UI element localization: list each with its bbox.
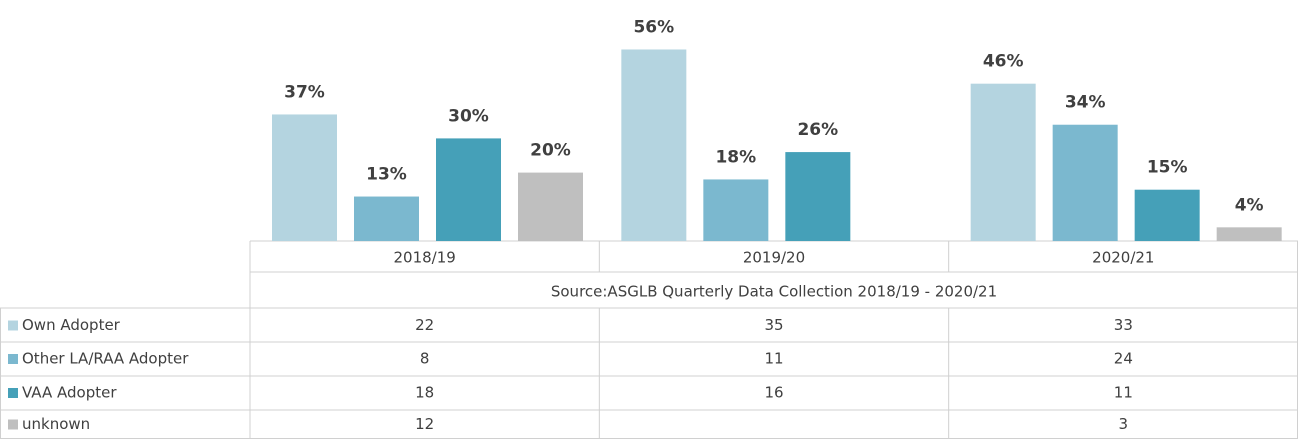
- bar: [1052, 124, 1118, 241]
- value-label: 46%: [983, 52, 1024, 72]
- table-cell: 18: [415, 384, 434, 402]
- value-label: 13%: [366, 165, 407, 185]
- value-label: 56%: [633, 17, 674, 37]
- legend-swatch: [8, 419, 18, 430]
- value-label: 20%: [530, 141, 571, 161]
- bar: [354, 196, 419, 241]
- bar: [272, 114, 337, 241]
- value-label: 18%: [715, 147, 756, 167]
- value-label: 34%: [1065, 93, 1106, 113]
- x-tick-label: 2019/20: [743, 249, 805, 267]
- table-cell: 12: [415, 415, 434, 433]
- bar: [970, 83, 1036, 242]
- legend-swatch: [8, 354, 18, 364]
- source-note: Source:ASGLB Quarterly Data Collection 2…: [551, 283, 997, 301]
- x-tick-label: 2018/19: [394, 249, 456, 267]
- bar: [518, 172, 583, 241]
- x-tick-label: 2020/21: [1092, 249, 1154, 267]
- table-cell: 8: [420, 350, 430, 368]
- bar: [436, 138, 501, 241]
- bar: [703, 179, 769, 241]
- legend-label: VAA Adopter: [22, 384, 117, 402]
- value-label: 4%: [1235, 195, 1264, 215]
- table-cell: 16: [764, 384, 783, 402]
- table-cell: 33: [1114, 316, 1133, 334]
- bar: [785, 152, 851, 241]
- table-cell: 35: [764, 316, 783, 334]
- table-cell: 3: [1119, 415, 1129, 433]
- table-cell: 22: [415, 316, 434, 334]
- value-label: 26%: [797, 120, 838, 140]
- value-label: 15%: [1147, 158, 1188, 178]
- legend-swatch: [8, 388, 18, 398]
- bar: [1216, 227, 1282, 241]
- legend-label: unknown: [22, 415, 90, 433]
- value-label: 37%: [284, 82, 325, 102]
- legend-label: Other LA/RAA Adopter: [22, 350, 189, 368]
- value-label: 30%: [448, 106, 489, 126]
- legend-label: Own Adopter: [22, 316, 121, 334]
- bar: [621, 49, 687, 242]
- legend-swatch: [8, 320, 18, 331]
- table-cell: 24: [1114, 350, 1133, 368]
- bar: [1134, 189, 1200, 241]
- table-cell: 11: [764, 350, 783, 368]
- table-cell: 11: [1114, 384, 1133, 402]
